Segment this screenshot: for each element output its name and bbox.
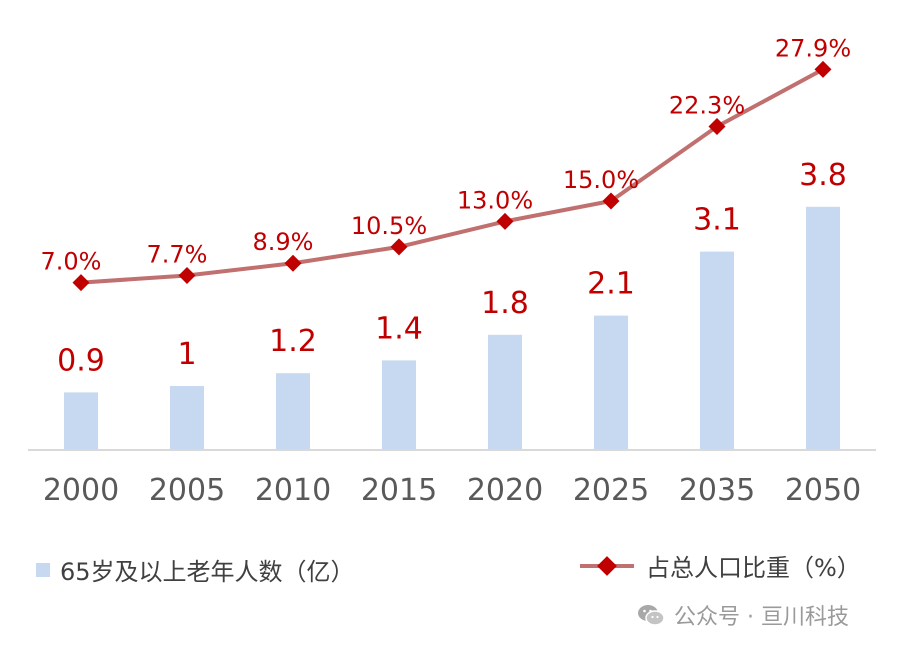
bar: [594, 315, 628, 450]
legend-line-label: 占总人口比重（%）: [646, 554, 861, 582]
bar-value-label: 1.2: [269, 324, 317, 359]
bar-value-label: 1.4: [375, 311, 423, 346]
line-value-label: 7.7%: [147, 240, 208, 268]
legend-line: 占总人口比重（%）: [580, 548, 861, 583]
line-marker: [178, 266, 196, 284]
x-tick-label: 2050: [785, 473, 861, 508]
x-tick-label: 2020: [467, 473, 543, 508]
line-marker: [496, 212, 514, 230]
x-tick-label: 2005: [149, 473, 225, 508]
line-marker: [284, 254, 302, 272]
line-marker: [390, 238, 408, 256]
bar: [276, 373, 310, 450]
line-marker: [602, 192, 620, 210]
bar: [806, 206, 840, 450]
x-tick-label: 2035: [679, 473, 755, 508]
bar: [170, 386, 204, 450]
line-marker: [72, 274, 90, 292]
watermark: 公众号 · 亘川科技: [636, 599, 849, 631]
line-value-label: 7.0%: [41, 248, 102, 276]
legend-line-marker-icon: [580, 555, 634, 576]
x-tick-label: 2015: [361, 473, 437, 508]
line-value-label: 27.9%: [775, 34, 851, 62]
line-value-label: 10.5%: [351, 212, 427, 240]
line-value-label: 8.9%: [253, 228, 314, 256]
bar: [700, 251, 734, 450]
bar: [488, 334, 522, 450]
watermark-text: 公众号 · 亘川科技: [674, 605, 849, 630]
line-value-label: 22.3%: [669, 92, 745, 120]
line-value-label: 15.0%: [563, 166, 639, 194]
line-marker: [708, 118, 726, 136]
bar-value-label: 0.9: [57, 343, 105, 378]
bar-value-label: 3.8: [799, 158, 847, 193]
bar: [64, 392, 98, 450]
x-tick-label: 2010: [255, 473, 331, 508]
bar-value-label: 1: [177, 337, 196, 372]
line-marker: [814, 60, 832, 78]
bar-value-label: 1.8: [481, 286, 529, 321]
x-tick-label: 2000: [43, 473, 119, 508]
legend-bar-label: 65岁及以上老年人数（亿）: [60, 558, 355, 586]
line-series: [80, 67, 824, 285]
bar-value-label: 2.1: [587, 267, 635, 302]
bar: [382, 360, 416, 450]
line-value-label: 13.0%: [457, 186, 533, 214]
legend-bar-swatch: [36, 562, 50, 577]
wechat-icon: [638, 605, 665, 626]
x-tick-label: 2025: [573, 473, 649, 508]
legend-bar: 65岁及以上老年人数（亿）: [36, 552, 355, 587]
bar-value-label: 3.1: [693, 203, 741, 238]
combo-chart: 0.9 1 1.2 1.4 1.8 2.1 3.1 3.8 7.0% 7.7% 8.9% 10.5% 1…: [28, 34, 876, 508]
